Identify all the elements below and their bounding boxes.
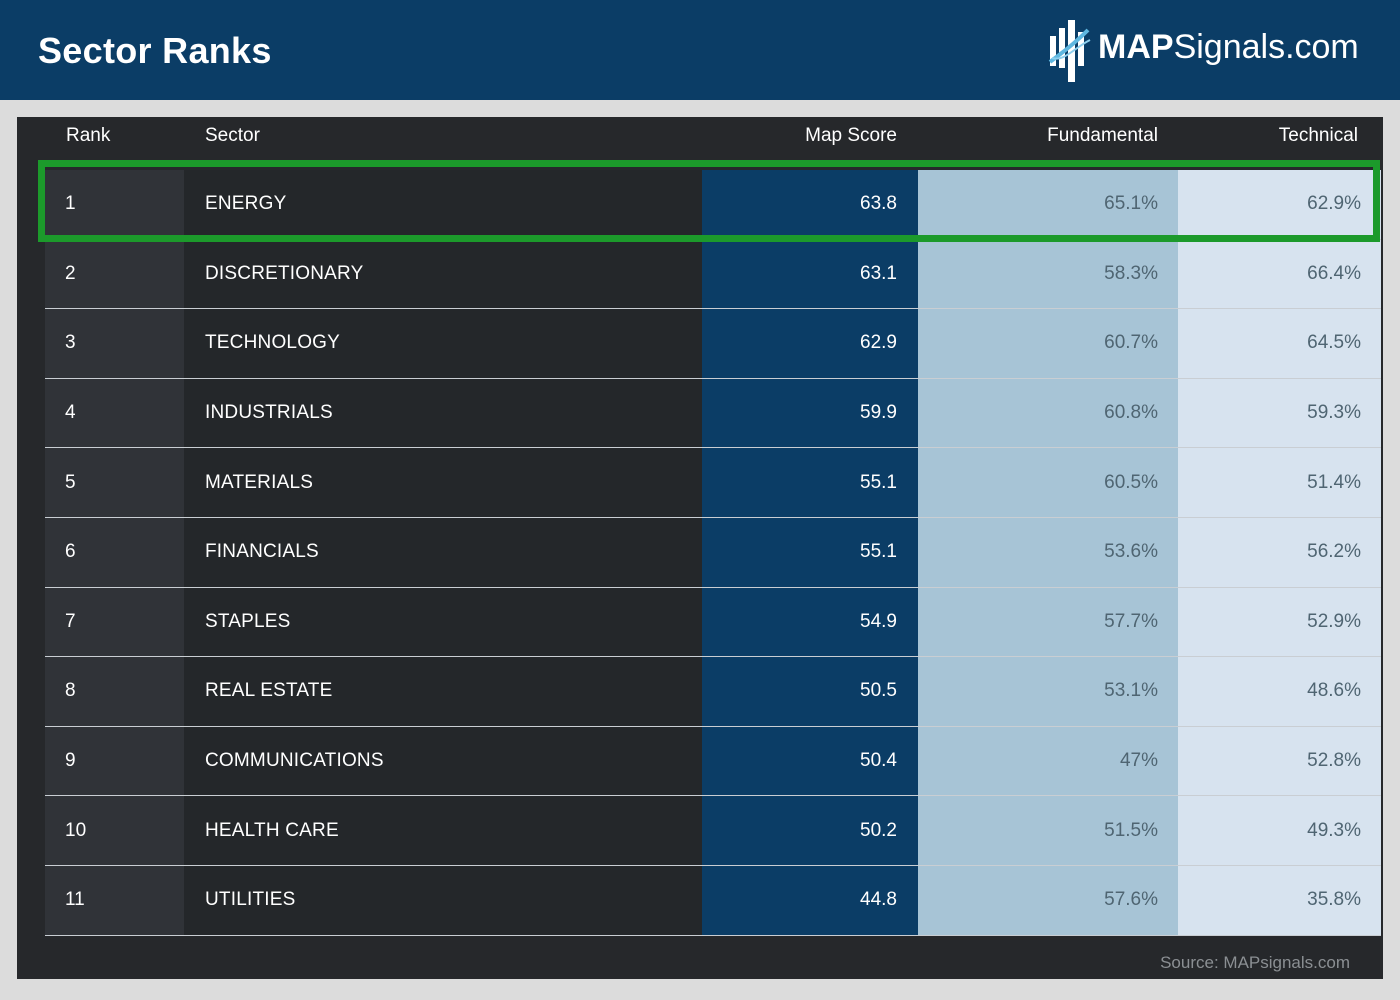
- table-row: 11 UTILITIES 44.8 57.6% 35.8%: [45, 865, 1381, 936]
- sector-cell: FINANCIALS: [184, 517, 702, 587]
- map-score-cell: 63.1: [702, 239, 918, 309]
- rank-cell: 4: [45, 378, 184, 448]
- column-header-map-score: Map Score: [805, 125, 897, 146]
- map-score-cell: 50.5: [702, 657, 918, 726]
- fundamental-cell: 60.5%: [918, 448, 1178, 517]
- rank-cell: 1: [45, 170, 184, 239]
- table-row: 7 STAPLES 54.9 57.7% 52.9%: [45, 587, 1381, 658]
- fundamental-cell: 57.7%: [918, 587, 1178, 657]
- technical-cell: 52.8%: [1178, 726, 1381, 796]
- table-row: 8 REAL ESTATE 50.5 53.1% 48.6%: [45, 657, 1381, 727]
- map-score-cell: 55.1: [702, 448, 918, 517]
- fundamental-cell: 57.6%: [918, 865, 1178, 935]
- mapsignals-logo-mark-icon: [1048, 20, 1091, 82]
- logo-text-bold: MAP: [1098, 28, 1174, 66]
- fundamental-cell: 65.1%: [918, 170, 1178, 239]
- technical-cell: 52.9%: [1178, 587, 1381, 657]
- fundamental-cell: 58.3%: [918, 239, 1178, 309]
- map-score-cell: 54.9: [702, 587, 918, 657]
- fundamental-cell: 60.8%: [918, 378, 1178, 448]
- technical-cell: 48.6%: [1178, 657, 1381, 726]
- rank-cell: 2: [45, 239, 184, 309]
- technical-cell: 59.3%: [1178, 378, 1381, 448]
- fundamental-cell: 51.5%: [918, 796, 1178, 865]
- table-row: 4 INDUSTRIALS 59.9 60.8% 59.3%: [45, 378, 1381, 449]
- rank-cell: 10: [45, 796, 184, 865]
- source-note: Source: MAPsignals.com: [1160, 953, 1350, 972]
- fundamental-cell: 53.1%: [918, 657, 1178, 726]
- map-score-cell: 59.9: [702, 378, 918, 448]
- column-header-rank: Rank: [66, 125, 111, 146]
- table-row: 9 COMMUNICATIONS 50.4 47% 52.8%: [45, 726, 1381, 797]
- column-header-technical: Technical: [1278, 125, 1358, 146]
- sector-cell: HEALTH CARE: [184, 796, 702, 865]
- technical-cell: 51.4%: [1178, 448, 1381, 517]
- sector-cell: DISCRETIONARY: [184, 239, 702, 309]
- map-score-cell: 63.8: [702, 170, 918, 239]
- logo-text: MAPSignals.com: [1098, 28, 1359, 67]
- map-score-cell: 50.4: [702, 726, 918, 796]
- sector-cell: ENERGY: [184, 170, 702, 239]
- header-bar: Sector Ranks MAPSignals.com: [0, 0, 1400, 100]
- table-row: 10 HEALTH CARE 50.2 51.5% 49.3%: [45, 796, 1381, 866]
- map-score-cell: 44.8: [702, 865, 918, 935]
- rank-cell: 7: [45, 587, 184, 657]
- sector-cell: STAPLES: [184, 587, 702, 657]
- sector-cell: COMMUNICATIONS: [184, 726, 702, 796]
- table-row: 6 FINANCIALS 55.1 53.6% 56.2%: [45, 517, 1381, 588]
- technical-cell: 64.5%: [1178, 309, 1381, 378]
- fundamental-cell: 60.7%: [918, 309, 1178, 378]
- sector-cell: REAL ESTATE: [184, 657, 702, 726]
- rank-cell: 5: [45, 448, 184, 517]
- rank-cell: 9: [45, 726, 184, 796]
- sector-cell: INDUSTRIALS: [184, 378, 702, 448]
- technical-cell: 62.9%: [1178, 170, 1381, 239]
- table-row: 2 DISCRETIONARY 63.1 58.3% 66.4%: [45, 239, 1381, 310]
- fundamental-cell: 53.6%: [918, 517, 1178, 587]
- map-score-cell: 62.9: [702, 309, 918, 378]
- table-row: 3 TECHNOLOGY 62.9 60.7% 64.5%: [45, 309, 1381, 379]
- logo-text-light: Signals.com: [1173, 28, 1359, 66]
- technical-cell: 35.8%: [1178, 865, 1381, 935]
- technical-cell: 66.4%: [1178, 239, 1381, 309]
- page-title: Sector Ranks: [38, 30, 272, 71]
- mapsignals-logo: MAPSignals.com: [1048, 18, 1368, 84]
- map-score-cell: 50.2: [702, 796, 918, 865]
- sector-rank-table: Rank Sector Map Score Fundamental Techni…: [17, 117, 1383, 979]
- rank-cell: 11: [45, 865, 184, 935]
- map-score-cell: 55.1: [702, 517, 918, 587]
- rank-cell: 3: [45, 309, 184, 378]
- rank-cell: 6: [45, 517, 184, 587]
- technical-cell: 49.3%: [1178, 796, 1381, 865]
- column-header-fundamental: Fundamental: [1047, 125, 1158, 146]
- fundamental-cell: 47%: [918, 726, 1178, 796]
- table-body: 1 ENERGY 63.8 65.1% 62.9% 2 DISCRETIONARY 63.1 5…: [45, 170, 1381, 936]
- rank-cell: 8: [45, 657, 184, 726]
- sector-cell: TECHNOLOGY: [184, 309, 702, 378]
- table-row: 1 ENERGY 63.8 65.1% 62.9%: [45, 170, 1381, 240]
- table-row: 5 MATERIALS 55.1 60.5% 51.4%: [45, 448, 1381, 518]
- sector-cell: MATERIALS: [184, 448, 702, 517]
- column-header-sector: Sector: [205, 125, 260, 146]
- technical-cell: 56.2%: [1178, 517, 1381, 587]
- sector-cell: UTILITIES: [184, 865, 702, 935]
